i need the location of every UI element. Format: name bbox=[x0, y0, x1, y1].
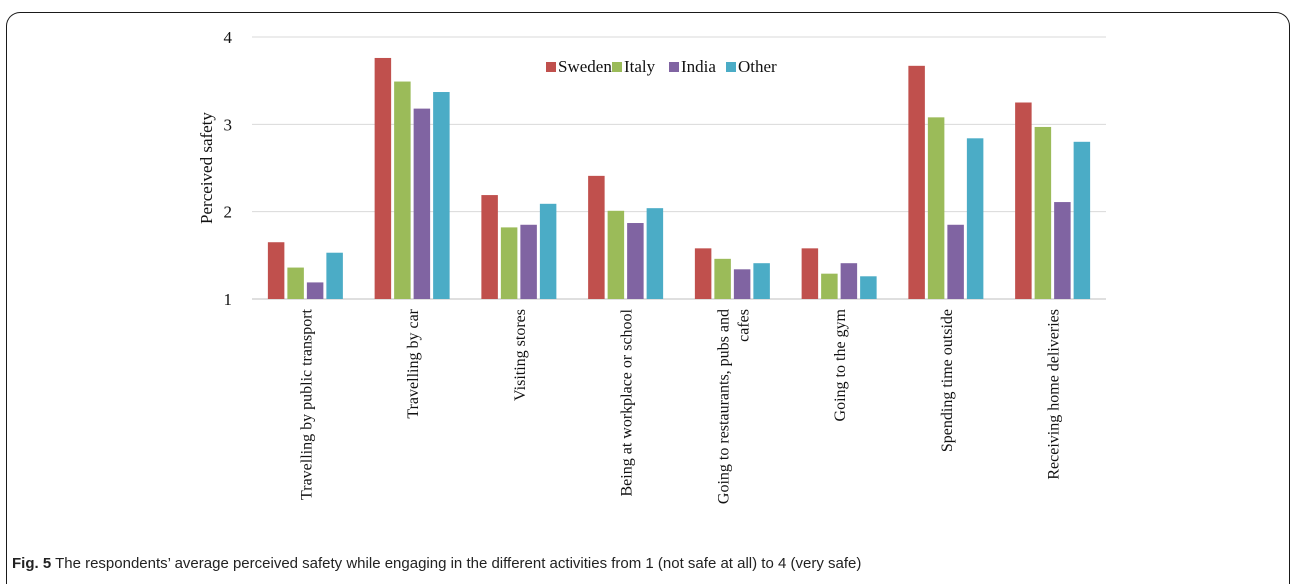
x-tick-label: Visiting stores bbox=[512, 309, 529, 401]
y-axis-label: Perceived safety bbox=[197, 112, 216, 224]
x-tick-label-line: Spending time outside bbox=[939, 309, 956, 452]
bar-italy bbox=[394, 81, 411, 299]
bar-italy bbox=[927, 117, 945, 299]
bar-sweden bbox=[801, 248, 819, 299]
bar-sweden bbox=[694, 248, 712, 299]
x-tick-label: Travelling by public transport bbox=[298, 308, 315, 500]
bar-other bbox=[1073, 141, 1091, 299]
bar-italy bbox=[821, 273, 838, 299]
bar-india bbox=[947, 224, 964, 299]
bar-india bbox=[1054, 202, 1071, 299]
bar-india bbox=[840, 263, 858, 299]
bar-sweden bbox=[267, 242, 285, 299]
bar-italy bbox=[714, 258, 731, 299]
x-tick-label: Receiving home deliveries bbox=[1046, 309, 1063, 480]
legend-swatch-italy bbox=[612, 62, 622, 72]
bar-other bbox=[753, 263, 770, 299]
bar-other bbox=[860, 276, 877, 299]
bar-sweden bbox=[908, 65, 925, 299]
y-tick-label: 3 bbox=[224, 115, 233, 134]
legend-label-other: Other bbox=[738, 57, 777, 76]
x-tick-label-line: Travelling by car bbox=[405, 308, 422, 418]
bar-india bbox=[520, 224, 537, 299]
bar-italy bbox=[1034, 126, 1052, 299]
caption-text: The respondents’ average perceived safet… bbox=[51, 555, 862, 572]
bar-other bbox=[433, 92, 450, 300]
x-tick-label: Going to the gym bbox=[832, 308, 849, 421]
x-tick-label-line: Going to restaurants, pubs and bbox=[715, 309, 732, 504]
figure-caption: Fig. 5 The respondents’ average perceive… bbox=[12, 555, 861, 572]
bar-sweden bbox=[374, 57, 392, 300]
x-tick-label-line: Going to the gym bbox=[832, 308, 849, 421]
bar-india bbox=[627, 223, 644, 299]
bar-other bbox=[539, 203, 557, 299]
bar-italy bbox=[287, 267, 304, 299]
bar-other bbox=[646, 208, 664, 299]
legend-swatch-sweden bbox=[546, 62, 556, 72]
x-tick-label: Being at workplace or school bbox=[619, 308, 636, 496]
legend-swatch-other bbox=[726, 62, 736, 72]
legend-label-italy: Italy bbox=[624, 57, 656, 76]
x-tick-label-line: Being at workplace or school bbox=[619, 308, 636, 496]
y-tick-label: 4 bbox=[224, 28, 233, 47]
x-tick-label-line: cafes bbox=[735, 309, 752, 342]
x-tick-label-line: Travelling by public transport bbox=[298, 308, 315, 500]
x-tick-label: Travelling by car bbox=[405, 308, 422, 418]
x-tick-label: Going to restaurants, pubs and cafes bbox=[715, 309, 752, 504]
bar-italy bbox=[500, 227, 518, 299]
bar-india bbox=[306, 282, 324, 299]
bar-italy bbox=[607, 210, 625, 299]
bar-india bbox=[413, 108, 431, 299]
bar-sweden bbox=[1015, 102, 1032, 299]
bar-india bbox=[733, 269, 751, 299]
legend-label-sweden: Sweden bbox=[558, 57, 612, 76]
x-tick-label-line: Visiting stores bbox=[512, 309, 529, 401]
legend-label-india: India bbox=[681, 57, 716, 76]
x-tick-label: Spending time outside bbox=[939, 309, 956, 452]
caption-label: Fig. 5 bbox=[12, 555, 52, 572]
bar-other bbox=[966, 138, 984, 299]
y-tick-label: 2 bbox=[224, 203, 233, 222]
bar-sweden bbox=[481, 195, 498, 299]
y-tick-label: 1 bbox=[224, 290, 233, 309]
legend-swatch-india bbox=[669, 62, 679, 72]
x-tick-label-line: Receiving home deliveries bbox=[1046, 309, 1063, 480]
bar-sweden bbox=[588, 175, 605, 299]
bar-other bbox=[326, 252, 343, 299]
